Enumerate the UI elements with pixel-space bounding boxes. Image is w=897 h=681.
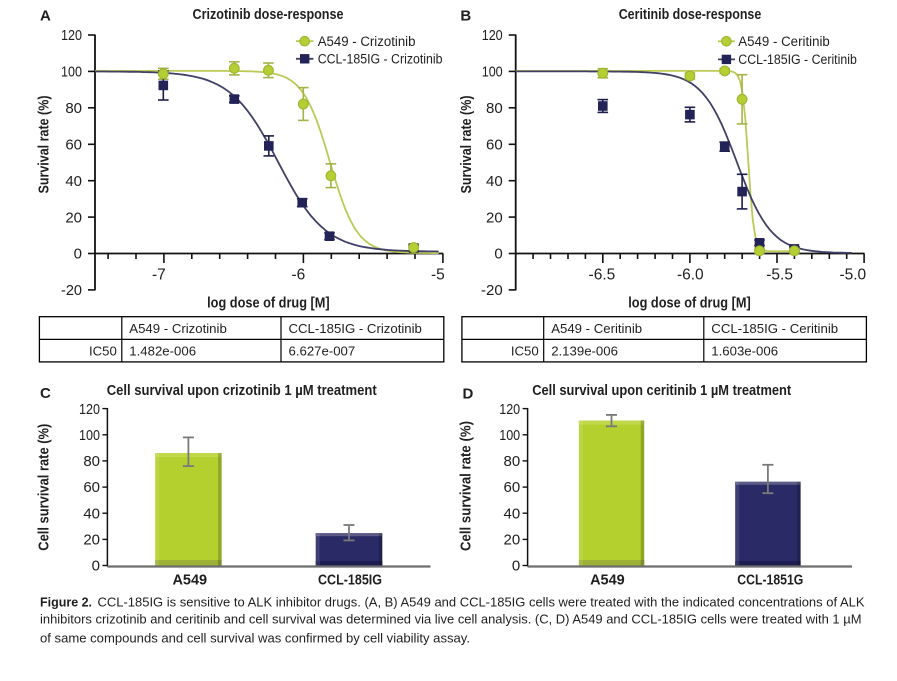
svg-text:20: 20 <box>83 532 100 549</box>
svg-text:B: B <box>460 7 471 24</box>
svg-text:60: 60 <box>65 137 82 154</box>
svg-text:-5: -5 <box>431 267 445 284</box>
svg-text:100: 100 <box>61 64 82 81</box>
svg-text:IC50: IC50 <box>89 343 117 358</box>
svg-text:Survival rate (%): Survival rate (%) <box>37 95 53 193</box>
svg-text:120: 120 <box>79 401 100 418</box>
svg-text:-6.0: -6.0 <box>677 267 704 284</box>
svg-text:100: 100 <box>79 427 100 444</box>
svg-text:IC50: IC50 <box>511 343 539 358</box>
svg-text:A549: A549 <box>590 573 625 589</box>
svg-text:-20: -20 <box>481 282 503 299</box>
svg-text:CCL-185IG - Crizotinib: CCL-185IG - Crizotinib <box>318 51 443 66</box>
svg-text:0: 0 <box>512 558 520 575</box>
svg-text:80: 80 <box>83 453 100 470</box>
svg-text:of same compounds and cell sur: of same compounds and cell survival was … <box>40 631 470 645</box>
svg-text:Crizotinib dose-response: Crizotinib dose-response <box>193 7 344 23</box>
svg-text:60: 60 <box>504 479 521 496</box>
svg-text:A: A <box>40 7 51 24</box>
svg-text:120: 120 <box>482 27 503 44</box>
svg-text:CCL-185IG - Ceritinib: CCL-185IG - Ceritinib <box>738 52 857 67</box>
svg-text:Figure 2.: Figure 2. <box>40 595 92 609</box>
svg-text:40: 40 <box>83 505 100 522</box>
svg-text:Cell survival rate (%): Cell survival rate (%) <box>459 421 475 551</box>
svg-text:-20: -20 <box>61 282 82 299</box>
svg-text:CCL-185IG: CCL-185IG <box>318 573 382 589</box>
svg-text:20: 20 <box>504 532 521 549</box>
svg-text:A549 - Ceritinib: A549 - Ceritinib <box>551 321 642 336</box>
svg-text:60: 60 <box>486 137 503 154</box>
svg-text:Survival rate (%): Survival rate (%) <box>459 95 475 193</box>
svg-text:-5.5: -5.5 <box>766 267 793 284</box>
svg-text:20: 20 <box>65 209 82 226</box>
svg-text:A549: A549 <box>172 573 207 589</box>
svg-text:120: 120 <box>499 401 520 418</box>
svg-text:CCL-185IG - Crizotinib: CCL-185IG - Crizotinib <box>289 321 422 336</box>
svg-text:80: 80 <box>486 100 503 117</box>
svg-text:1.603e-006: 1.603e-006 <box>711 343 778 358</box>
svg-text:40: 40 <box>486 173 503 190</box>
svg-text:1.482e-006: 1.482e-006 <box>129 343 196 358</box>
svg-text:80: 80 <box>65 100 82 117</box>
svg-text:CCL-185IG - Ceritinib: CCL-185IG - Ceritinib <box>711 321 838 336</box>
svg-text:Ceritinib dose-response: Ceritinib dose-response <box>619 7 762 23</box>
svg-text:A549 - Crizotinib: A549 - Crizotinib <box>129 321 226 336</box>
svg-text:C: C <box>40 385 51 402</box>
svg-text:-5.0: -5.0 <box>839 267 866 284</box>
svg-text:CCL-185IG is sensitive to ALK: CCL-185IG is sensitive to ALK inhibitor … <box>98 595 866 609</box>
svg-text:120: 120 <box>61 27 82 44</box>
svg-text:100: 100 <box>482 64 503 81</box>
svg-text:80: 80 <box>504 453 521 470</box>
svg-text:Cell survival upon crizotinib: Cell survival upon crizotinib 1 µM treat… <box>107 383 377 399</box>
svg-text:log dose of drug [M]: log dose of drug [M] <box>207 296 330 312</box>
svg-text:Cell survival upon ceritinib 1: Cell survival upon ceritinib 1 µM treatm… <box>532 383 791 399</box>
svg-text:A549 - Ceritinib: A549 - Ceritinib <box>738 34 830 49</box>
svg-text:CCL-1851G: CCL-1851G <box>737 573 803 589</box>
svg-text:Cell survival rate (%): Cell survival rate (%) <box>37 424 53 551</box>
svg-text:-6.5: -6.5 <box>589 267 616 284</box>
svg-text:40: 40 <box>65 173 82 190</box>
svg-text:40: 40 <box>504 505 521 522</box>
svg-text:inhibitors crizotinib and ceri: inhibitors crizotinib and ceritinib and … <box>40 612 861 626</box>
svg-text:-6: -6 <box>292 267 306 284</box>
svg-text:D: D <box>463 385 474 402</box>
svg-text:-7: -7 <box>152 267 166 284</box>
svg-text:20: 20 <box>486 209 503 226</box>
svg-text:2.139e-006: 2.139e-006 <box>551 343 618 358</box>
svg-text:0: 0 <box>92 558 100 575</box>
svg-text:A549 - Crizotinib: A549 - Crizotinib <box>318 34 416 49</box>
svg-text:0: 0 <box>494 246 502 263</box>
svg-text:60: 60 <box>83 479 100 496</box>
svg-text:log dose of drug [M]: log dose of drug [M] <box>628 296 751 312</box>
svg-text:6.627e-007: 6.627e-007 <box>289 343 356 358</box>
svg-text:0: 0 <box>74 246 82 263</box>
svg-text:100: 100 <box>499 427 520 444</box>
